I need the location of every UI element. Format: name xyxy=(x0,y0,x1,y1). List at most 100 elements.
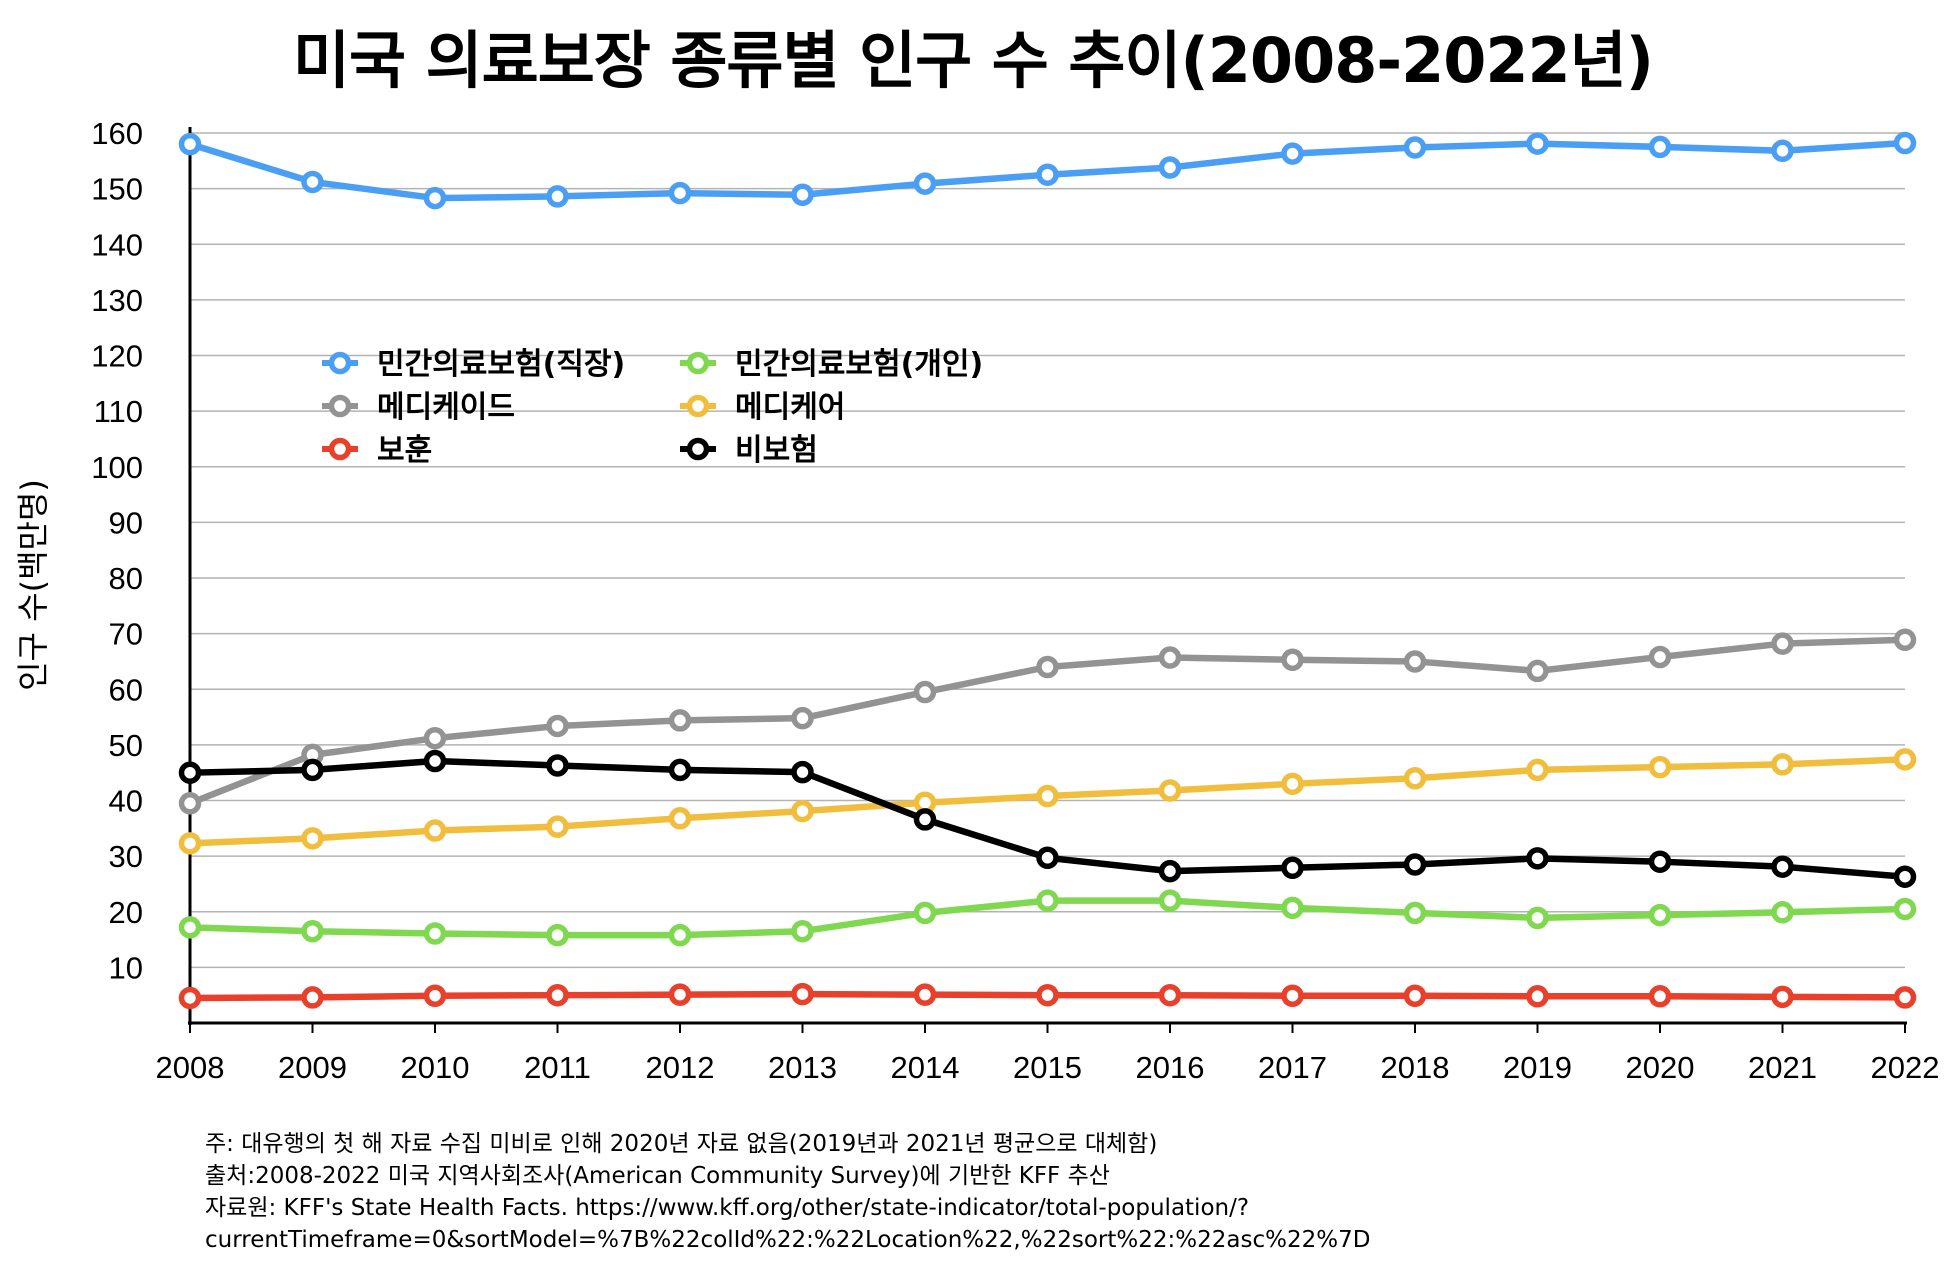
data-point xyxy=(791,919,814,943)
series xyxy=(178,749,1917,888)
legend-label: 메디케이드 xyxy=(377,390,515,425)
data-point xyxy=(1648,755,1672,779)
data-point xyxy=(546,923,569,947)
y-tick-label: 140 xyxy=(91,227,143,262)
legend-item: 메디케이드 xyxy=(322,390,515,425)
x-tick-label: 2013 xyxy=(768,1050,837,1085)
data-point xyxy=(1403,136,1427,159)
x-tick-label: 2011 xyxy=(524,1050,591,1085)
legend-label: 메디케어 xyxy=(735,390,845,425)
data-point xyxy=(178,132,202,156)
data-point xyxy=(1526,132,1549,155)
data-point xyxy=(1526,758,1549,782)
series xyxy=(178,628,1917,815)
x-tick-label: 2010 xyxy=(401,1050,470,1085)
data-point xyxy=(1281,142,1304,165)
data-point xyxy=(1648,903,1672,927)
chart-notes: 주: 대유행의 첫 해 자료 수집 미비로 인해 2020년 자료 없음(201… xyxy=(205,1128,1370,1256)
x-tick-label: 2019 xyxy=(1503,1050,1572,1085)
data-point xyxy=(1893,131,1917,155)
legend-marker xyxy=(686,351,710,375)
data-point xyxy=(1893,865,1917,888)
data-point xyxy=(1771,632,1794,655)
data-point xyxy=(423,186,447,210)
data-point xyxy=(301,919,324,943)
y-tick-label: 50 xyxy=(109,728,143,763)
legend-label: 비보험 xyxy=(735,433,818,468)
data-point xyxy=(1036,784,1059,808)
data-point xyxy=(1281,772,1304,796)
data-point xyxy=(668,807,692,830)
y-tick-label: 30 xyxy=(109,839,143,874)
y-tick-label: 120 xyxy=(91,339,143,374)
data-point xyxy=(301,170,324,194)
axes xyxy=(188,127,1907,1025)
data-point xyxy=(1526,847,1549,870)
legend-item: 민간의료보험(개인) xyxy=(680,347,983,382)
data-point xyxy=(1158,983,1182,1007)
data-point xyxy=(668,758,692,782)
data-point xyxy=(178,761,202,784)
x-tick-label: 2012 xyxy=(646,1050,715,1085)
data-point xyxy=(423,819,447,842)
y-tick-label: 100 xyxy=(91,450,143,485)
data-point xyxy=(546,714,569,738)
series xyxy=(178,748,1917,855)
data-point xyxy=(546,754,569,777)
x-tick-label: 2017 xyxy=(1258,1050,1327,1085)
note-line: 자료원: KFF's State Health Facts. https://w… xyxy=(205,1195,1250,1221)
y-tick-label: 110 xyxy=(94,394,143,429)
data-point xyxy=(1158,156,1182,179)
grid-lines xyxy=(190,132,1905,969)
data-point xyxy=(1403,767,1427,790)
data-point xyxy=(791,183,814,206)
series xyxy=(178,982,1917,1010)
data-point xyxy=(791,760,814,784)
data-point xyxy=(668,181,692,205)
x-tick-label: 2008 xyxy=(156,1050,225,1085)
series-lines xyxy=(178,131,1917,1010)
series xyxy=(178,889,1917,947)
x-tick-label: 2015 xyxy=(1013,1050,1082,1085)
legend-label: 민간의료보험(개인) xyxy=(735,347,983,382)
y-axis-ticks: 10 20 30 40 50 60 70 80 90 100 110 120 130 140 150 160 xyxy=(91,116,143,985)
data-point xyxy=(178,832,202,855)
data-point xyxy=(1526,659,1549,683)
data-point xyxy=(913,172,937,195)
data-point xyxy=(1771,985,1794,1009)
data-point xyxy=(1158,779,1182,802)
legend-marker xyxy=(686,437,710,461)
data-point xyxy=(1648,985,1672,1008)
data-point xyxy=(423,726,447,750)
data-point xyxy=(546,983,569,1007)
x-tick-label: 2009 xyxy=(278,1050,347,1085)
series xyxy=(178,131,1917,210)
data-point xyxy=(1648,850,1672,873)
data-point xyxy=(546,185,569,208)
data-point xyxy=(1526,906,1549,930)
data-point xyxy=(423,984,447,1007)
x-tick-label: 2014 xyxy=(891,1050,960,1085)
data-point xyxy=(1526,985,1549,1008)
x-tick-label: 2022 xyxy=(1871,1050,1940,1085)
note-line: 주: 대유행의 첫 해 자료 수집 미비로 인해 2020년 자료 없음(201… xyxy=(205,1131,1158,1157)
data-point xyxy=(1281,984,1304,1007)
legend-label: 보훈 xyxy=(377,433,432,468)
data-point xyxy=(1893,986,1917,1009)
data-point xyxy=(1281,856,1304,880)
y-tick-label: 80 xyxy=(109,561,143,596)
data-point xyxy=(1036,889,1059,912)
legend-item: 보훈 xyxy=(322,433,432,468)
data-point xyxy=(913,901,937,925)
data-point xyxy=(423,749,447,773)
data-point xyxy=(301,986,324,1009)
data-point xyxy=(301,758,324,782)
data-point xyxy=(1281,648,1304,672)
data-point xyxy=(1036,983,1059,1007)
y-axis-label: 인구 수(백만명) xyxy=(14,479,52,691)
y-tick-label: 150 xyxy=(91,172,143,207)
data-point xyxy=(791,706,814,730)
x-tick-label: 2016 xyxy=(1136,1050,1205,1085)
